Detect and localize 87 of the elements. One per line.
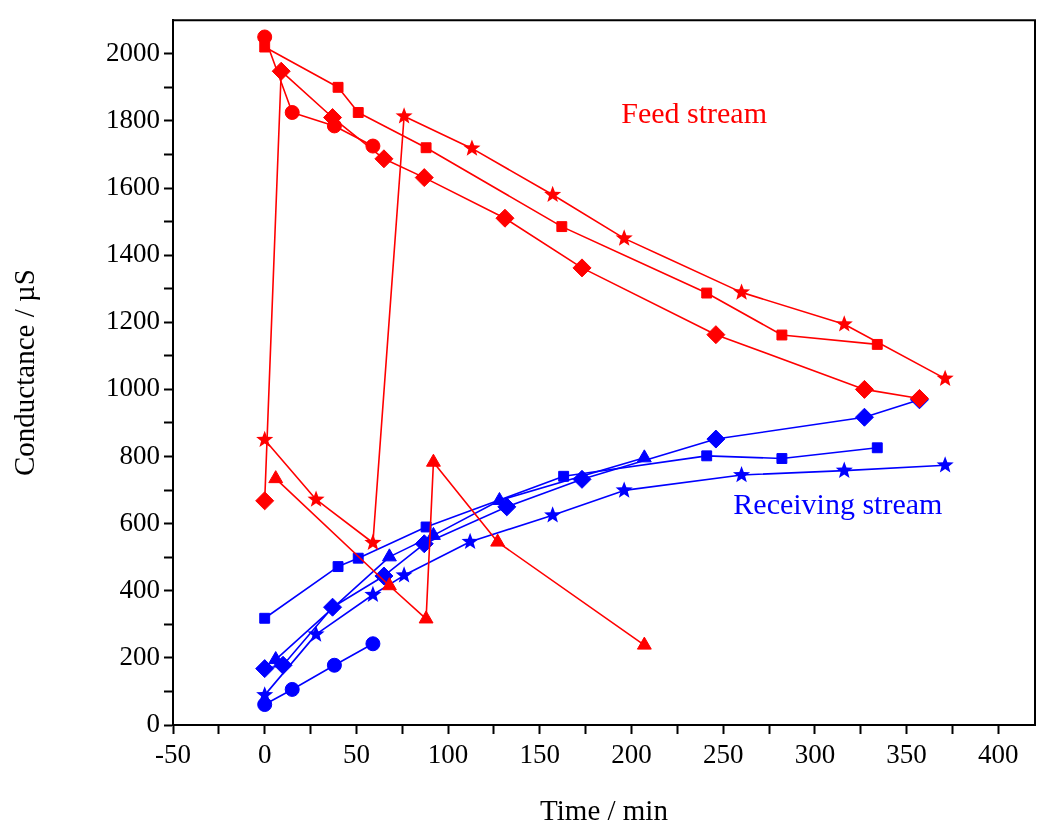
x-tick-label: 400 [978,739,1019,770]
point [706,325,726,345]
point [544,185,562,202]
point [572,258,592,278]
point [461,532,479,550]
point [307,490,325,507]
x-tick-label: 250 [702,739,744,770]
point [365,138,381,154]
point [544,506,562,523]
y-tick-label: 1800 [106,103,160,134]
point [936,369,954,386]
x-tick-label: -50 [155,739,191,770]
point [381,577,397,591]
point [395,566,413,583]
point [381,548,397,562]
y-tick-label: 200 [119,640,160,671]
point [414,168,434,188]
point [364,585,382,603]
point [257,697,273,713]
point [854,407,874,427]
point [255,659,275,679]
point [701,450,713,462]
point [326,118,342,134]
point [271,61,291,81]
point [273,655,293,675]
point [284,681,300,697]
point [326,657,342,673]
point [776,453,788,464]
point [463,139,481,156]
point [364,533,382,551]
point [426,453,441,467]
x-tick-label: 0 [257,739,272,770]
y-tick-label: 1000 [106,372,160,403]
x-axis-title: Time / min [540,794,669,827]
point [284,105,300,120]
point [615,229,633,246]
point [365,636,381,652]
y-tick-label: 800 [119,439,160,470]
point [701,287,713,299]
point [332,81,344,93]
point [268,470,284,484]
y-tick-label: 400 [119,573,160,604]
point [259,612,271,624]
point [871,338,883,350]
point [420,142,432,154]
point [307,625,325,642]
y-tick-label: 2000 [106,36,160,67]
y-tick-label: 600 [119,506,160,537]
point [615,481,633,498]
x-tick-label: 200 [611,739,652,770]
annotation: Feed stream [621,96,768,130]
y-tick-label: 1200 [106,305,160,336]
point [418,610,434,624]
y-axis-title: Conductance / µS [8,269,41,476]
point [936,456,954,473]
x-tick-label: 50 [342,739,370,770]
point [558,470,570,482]
x-tick-label: 350 [886,739,927,770]
point [395,107,413,124]
point [374,149,394,169]
point [497,497,517,517]
point [835,315,853,332]
point [572,469,592,489]
x-tick-label: 300 [794,739,836,770]
point [871,442,883,454]
point [706,429,726,449]
point [854,379,874,399]
point [332,561,344,573]
point [732,283,751,300]
point [556,221,568,233]
point [352,107,364,118]
point [776,329,788,341]
point [835,461,853,478]
point [495,208,515,228]
point [257,29,273,45]
x-tick-label: 100 [427,739,469,770]
y-tick-label: 1400 [106,238,160,269]
point [636,636,652,650]
annotation: Receiving stream [733,487,943,521]
y-tick-label: 1600 [106,171,160,202]
point [323,597,343,617]
point [490,533,506,547]
point [255,491,275,511]
point [414,534,434,554]
point [732,465,751,483]
x-tick-label: 150 [519,739,561,770]
y-tick-label: 0 [146,708,160,739]
